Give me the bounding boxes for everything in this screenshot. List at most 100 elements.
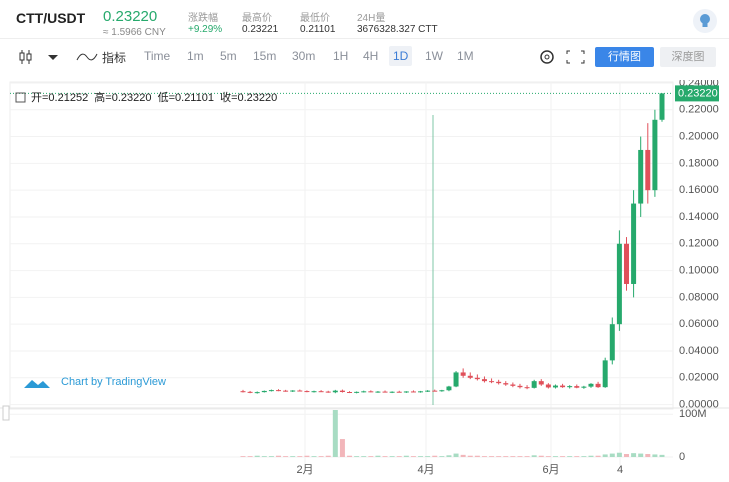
- interval-button[interactable]: 1M: [457, 49, 474, 63]
- interval-button[interactable]: 5m: [220, 49, 237, 63]
- volume-bar: [389, 456, 395, 457]
- interval-button[interactable]: 1W: [425, 49, 443, 63]
- y-tick-label: 0.12000: [679, 238, 719, 250]
- y-tick-label: 0.06000: [679, 318, 719, 330]
- interval-button[interactable]: 4H: [363, 49, 379, 63]
- volume-bar: [638, 453, 644, 457]
- chart-type-button[interactable]: [18, 48, 68, 66]
- candle-body: [581, 386, 587, 388]
- candle-body: [659, 93, 665, 120]
- volume-bar: [524, 456, 530, 457]
- last-price: 0.23220: [103, 8, 158, 25]
- volume-bar: [460, 454, 466, 457]
- volume-bar: [432, 455, 438, 457]
- candle-body: [276, 390, 282, 392]
- volume-bar: [410, 456, 416, 457]
- candle-body: [311, 391, 317, 393]
- volume-bar: [588, 455, 594, 457]
- volume-bar: [283, 456, 289, 457]
- volume-bar: [453, 453, 459, 457]
- volume-bar: [361, 456, 367, 457]
- theme-button[interactable]: [692, 8, 718, 34]
- pair[interactable]: CTT/USDT: [16, 10, 86, 26]
- volume-bar: [552, 456, 558, 457]
- candle-body: [325, 391, 331, 393]
- volume-bar: [247, 456, 253, 457]
- volume-bar: [545, 456, 551, 457]
- volume-bar: [560, 456, 566, 457]
- volume-bar: [403, 455, 409, 457]
- volume-bar: [375, 455, 381, 457]
- volume-bar: [538, 455, 544, 457]
- candle-body: [368, 391, 374, 393]
- candle-body: [283, 390, 289, 392]
- volume-tick-label: 0: [679, 451, 685, 463]
- interval-button[interactable]: Time: [144, 49, 171, 63]
- x-tick-label: 4: [617, 464, 623, 476]
- stat-label: 24H量: [357, 13, 386, 24]
- stat-label: 最低价: [300, 13, 330, 24]
- candle-body: [616, 243, 622, 325]
- volume-bar: [510, 456, 516, 457]
- volume-bar: [481, 456, 487, 457]
- volume-bar: [439, 456, 445, 457]
- candle-body: [552, 385, 558, 388]
- candle-body: [474, 377, 480, 380]
- interval-button[interactable]: 15m: [253, 49, 277, 63]
- candle-body: [645, 149, 651, 191]
- volume-bar: [631, 453, 637, 457]
- interval-button[interactable]: 1D: [389, 46, 413, 66]
- y-tick-label: 0.16000: [679, 184, 719, 196]
- y-tick-label: 0.10000: [679, 264, 719, 276]
- chart-button[interactable]: 行情图: [595, 47, 654, 67]
- indicator-icon[interactable]: [76, 50, 98, 64]
- candle-body: [403, 391, 409, 393]
- y-tick-label: 0.02000: [679, 372, 719, 384]
- candle-body: [290, 390, 296, 392]
- candle-body: [503, 383, 509, 385]
- stat-label: 涨跌幅: [188, 13, 218, 24]
- candle-body: [382, 391, 388, 393]
- candle-body: [254, 392, 260, 394]
- candle-body: [631, 203, 637, 284]
- volume-bar: [318, 456, 324, 457]
- volume-bar: [567, 456, 573, 457]
- indicator-button[interactable]: 指标: [102, 51, 127, 65]
- candle-body: [261, 390, 267, 393]
- candle-body: [574, 386, 580, 388]
- volume-bar: [446, 455, 452, 457]
- candle-body: [347, 391, 353, 393]
- interval-button[interactable]: 1m: [187, 49, 204, 63]
- candle-body: [247, 391, 253, 393]
- volume-bar: [574, 456, 580, 457]
- volume-bar: [581, 456, 587, 457]
- candle-body: [652, 119, 658, 191]
- candle-body: [361, 391, 367, 393]
- volume-bar: [347, 455, 353, 457]
- volume-bar: [368, 456, 374, 457]
- volume-bar: [382, 456, 388, 457]
- candle-body: [531, 381, 537, 388]
- cny-price: ≈ 1.5966 CNY: [103, 27, 166, 38]
- legend-icon: [15, 92, 26, 103]
- volume-bar: [652, 454, 658, 457]
- candle-body: [595, 383, 601, 388]
- stat-value: 3676328.327 CTT: [357, 24, 438, 35]
- volume-bar: [425, 456, 431, 457]
- interval-button[interactable]: 1H: [333, 49, 349, 63]
- interval-button[interactable]: 30m: [292, 49, 316, 63]
- candle-body: [510, 384, 516, 386]
- y-tick-label: 0.20000: [679, 130, 719, 142]
- volume-bar: [503, 456, 509, 457]
- settings-icons[interactable]: [538, 48, 588, 68]
- last-price-box: [675, 85, 719, 102]
- volume-bar: [595, 455, 601, 457]
- candle-body: [375, 391, 381, 393]
- volume-bar: [261, 456, 267, 457]
- volume-bar: [496, 456, 502, 457]
- candle-body: [453, 372, 459, 387]
- depth-button[interactable]: 深度图: [660, 47, 716, 67]
- candle-body: [410, 391, 416, 393]
- candle-body: [425, 390, 431, 392]
